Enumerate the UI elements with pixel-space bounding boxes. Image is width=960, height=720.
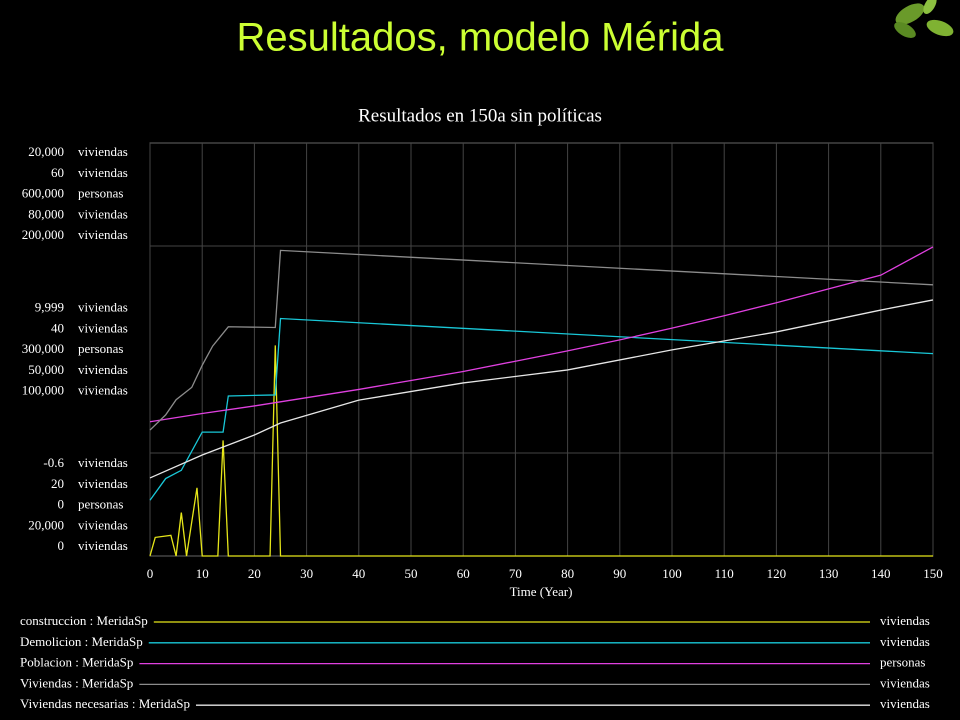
y-tick-unit: viviendas	[78, 227, 128, 242]
series-line	[149, 249, 934, 431]
legend-unit: viviendas	[880, 696, 930, 711]
x-tick-label: 50	[405, 566, 418, 581]
y-tick-label: 20,000	[28, 144, 64, 159]
y-tick-label: 0	[58, 497, 65, 512]
y-tick-label: 200,000	[22, 227, 64, 242]
y-tick-label: 80,000	[28, 206, 64, 221]
y-tick-unit: viviendas	[78, 383, 128, 398]
y-tick-unit: viviendas	[78, 165, 128, 180]
legend-unit: personas	[880, 655, 926, 670]
y-tick-label: 300,000	[22, 341, 64, 356]
x-tick-label: 70	[509, 566, 522, 581]
y-tick-unit: viviendas	[78, 517, 128, 532]
x-tick-label: 20	[248, 566, 261, 581]
y-tick-unit: viviendas	[78, 362, 128, 377]
y-tick-unit: viviendas	[78, 206, 128, 221]
x-tick-label: 40	[352, 566, 365, 581]
x-tick-label: 80	[561, 566, 574, 581]
legend-label: Poblacion : MeridaSp	[20, 655, 133, 670]
x-tick-label: 90	[613, 566, 626, 581]
x-tick-label: 150	[923, 566, 943, 581]
series-line	[149, 317, 934, 501]
legend-label: Viviendas : MeridaSp	[20, 675, 133, 690]
y-tick-unit: personas	[78, 497, 124, 512]
leaf-icon	[894, 0, 954, 38]
y-tick-unit: viviendas	[78, 455, 128, 470]
y-tick-label: 50,000	[28, 362, 64, 377]
y-tick-label: 60	[51, 165, 64, 180]
plot-area	[149, 142, 934, 557]
y-tick-unit: personas	[78, 186, 124, 201]
y-tick-label: 600,000	[22, 186, 64, 201]
x-tick-label: 10	[196, 566, 209, 581]
x-tick-label: 140	[871, 566, 891, 581]
legend-label: Demolicion : MeridaSp	[20, 634, 143, 649]
y-tick-unit: viviendas	[78, 538, 128, 553]
series-line	[149, 299, 934, 479]
series-line	[149, 246, 934, 423]
y-tick-label: -0.6	[43, 455, 64, 470]
chart-title: Resultados en 150a sin políticas	[358, 105, 602, 126]
x-tick-label: 0	[147, 566, 154, 581]
y-tick-unit: personas	[78, 341, 124, 356]
legend-unit: viviendas	[880, 634, 930, 649]
y-tick-unit: viviendas	[78, 144, 128, 159]
y-tick-label: 20	[51, 476, 64, 491]
legend-unit: viviendas	[880, 675, 930, 690]
slide-title: Resultados, modelo Mérida	[237, 16, 725, 60]
y-tick-label: 40	[51, 320, 64, 335]
x-tick-label: 100	[662, 566, 682, 581]
legend-label: Viviendas necesarias : MeridaSp	[20, 696, 190, 711]
y-tick-unit: viviendas	[78, 476, 128, 491]
x-tick-label: 120	[767, 566, 787, 581]
x-tick-label: 130	[819, 566, 839, 581]
x-tick-label: 30	[300, 566, 313, 581]
y-tick-unit: viviendas	[78, 299, 128, 314]
y-tick-label: 20,000	[28, 517, 64, 532]
y-tick-label: 9,999	[35, 299, 64, 314]
x-tick-label: 60	[457, 566, 470, 581]
y-tick-unit: viviendas	[78, 320, 128, 335]
y-tick-label: 100,000	[22, 383, 64, 398]
legend-unit: viviendas	[880, 613, 930, 628]
y-tick-label: 0	[58, 538, 65, 553]
x-axis-label: Time (Year)	[510, 584, 573, 599]
series-line	[149, 345, 933, 557]
x-tick-label: 110	[715, 566, 734, 581]
legend-label: construccion : MeridaSp	[20, 613, 148, 628]
